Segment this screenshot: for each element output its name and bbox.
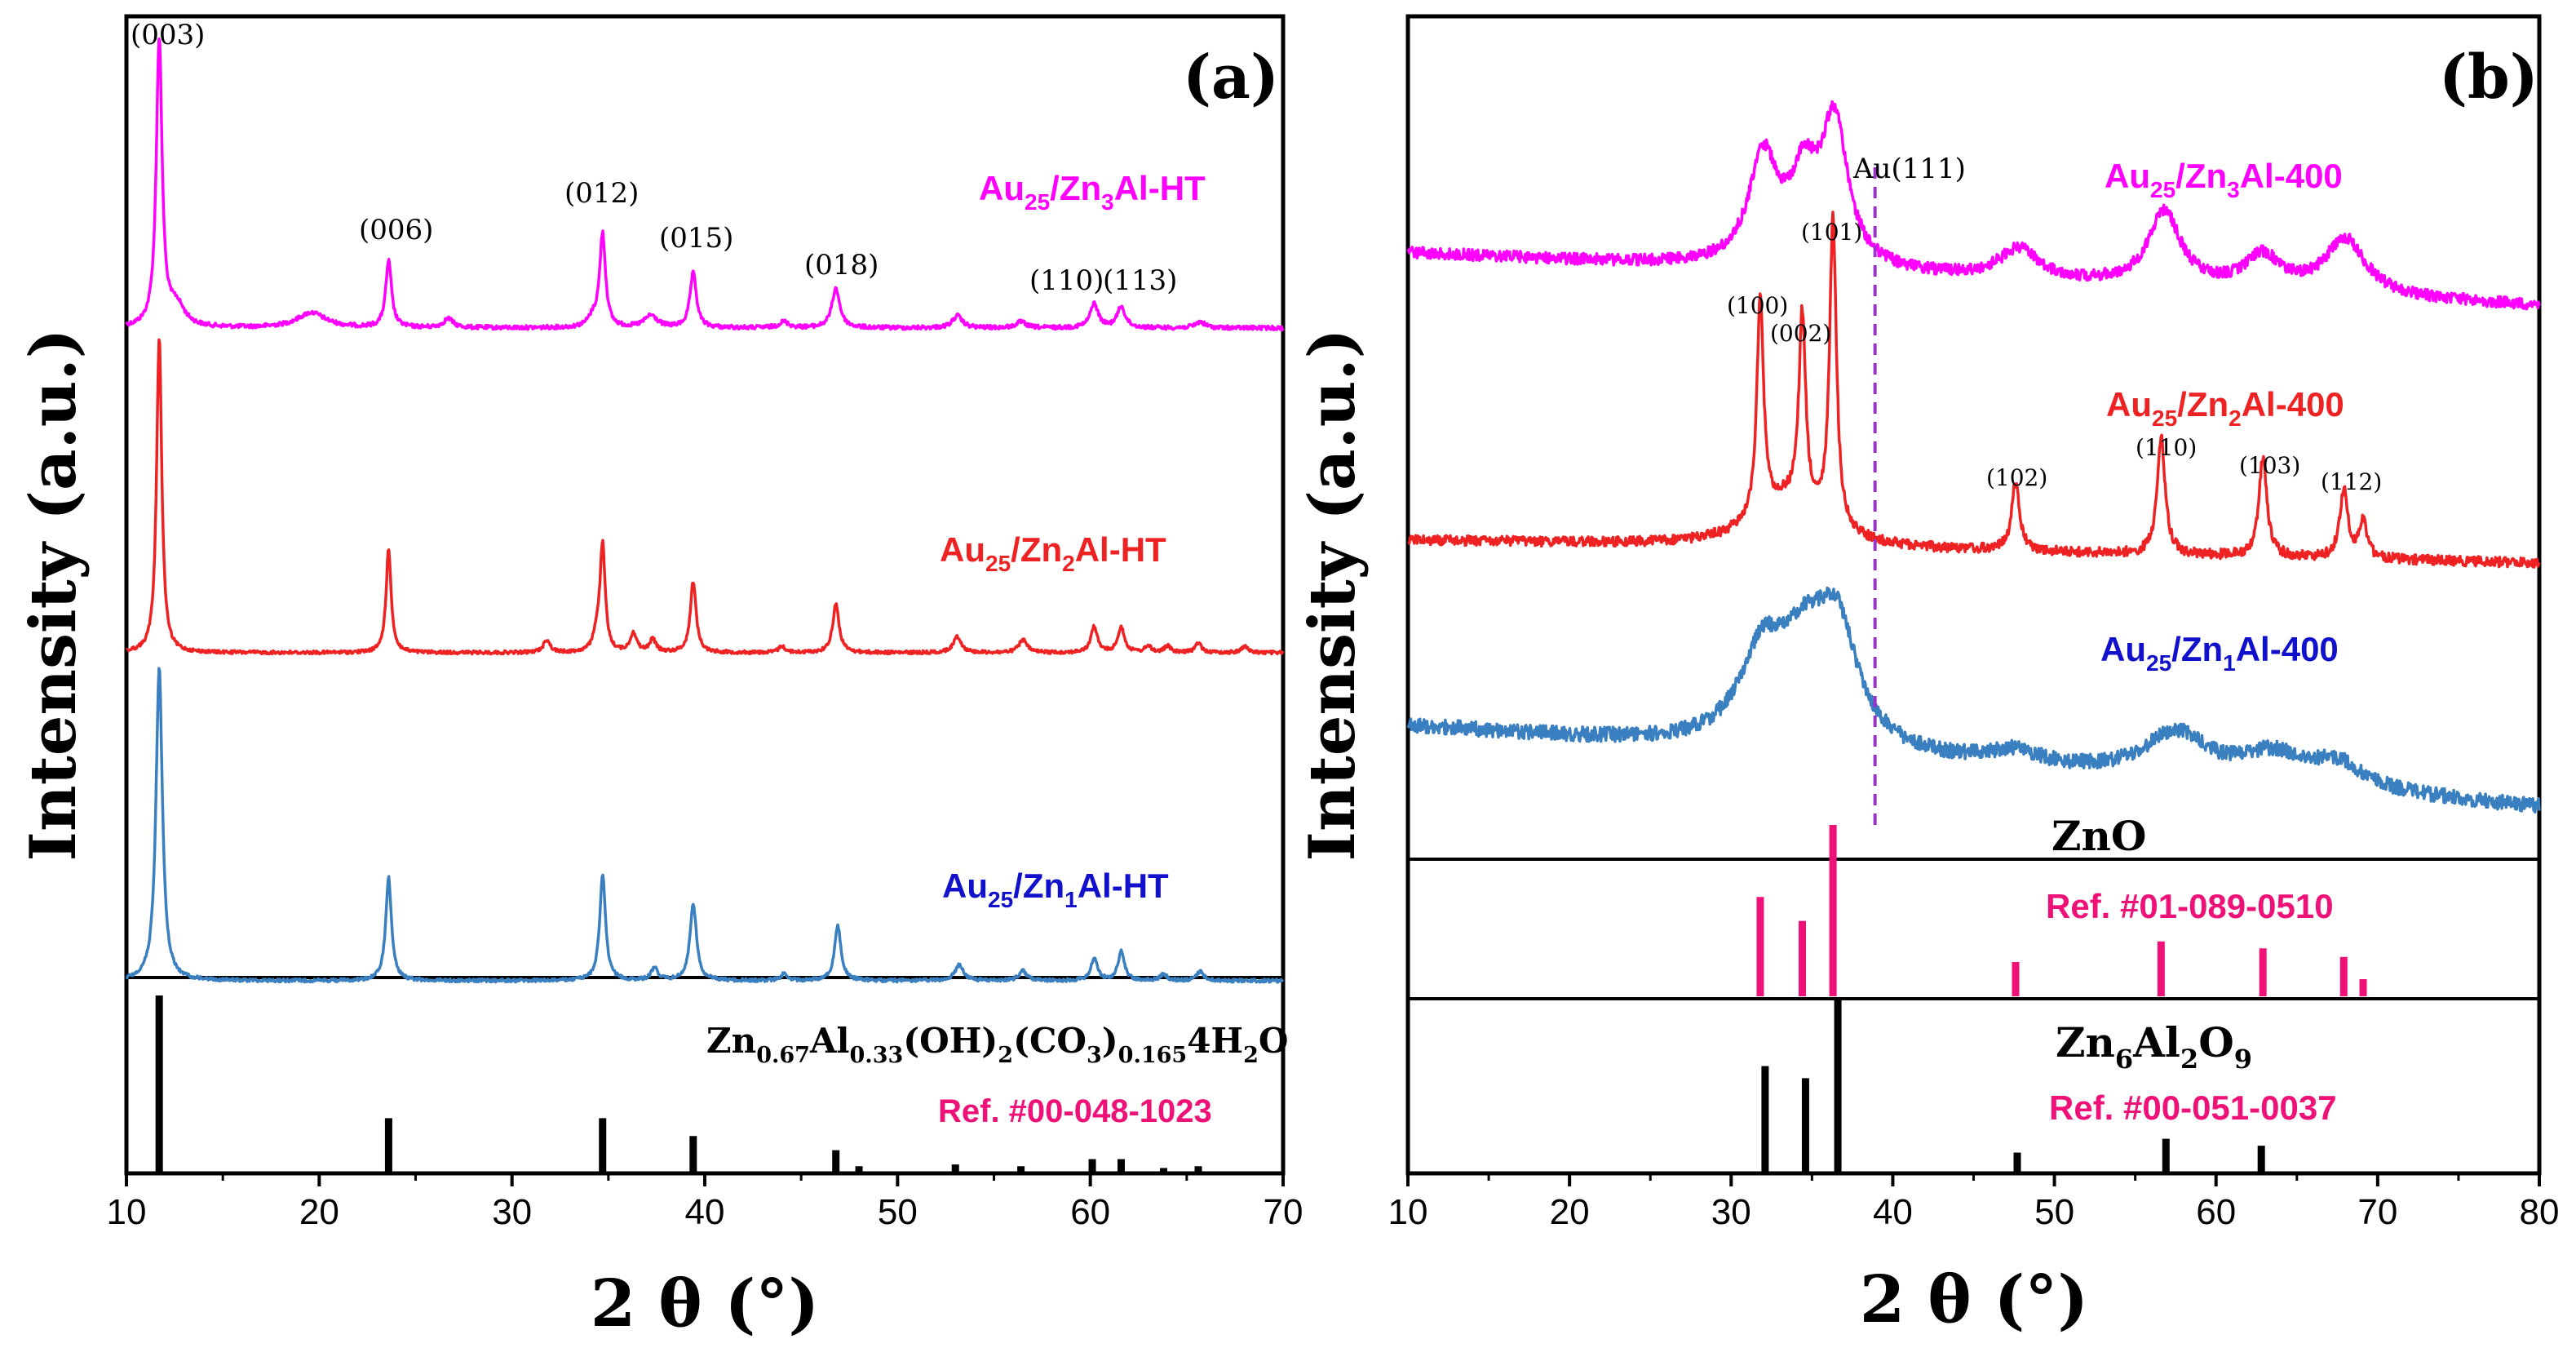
panel-a-reference-sticks: [155, 995, 1202, 1173]
x-tick-label: 20: [299, 1192, 339, 1232]
series-line-1: [1406, 100, 2541, 311]
x-tick-label: 60: [1070, 1192, 1110, 1232]
panel-a-x-axis-title: 2 θ (°): [591, 1265, 819, 1341]
a-hkl-003: (003): [131, 19, 205, 51]
a-hkl-012: (012): [564, 177, 639, 210]
x-tick-label: 70: [1264, 1192, 1303, 1232]
series-line-2: [125, 338, 1285, 656]
x-tick-label: 70: [2357, 1192, 2397, 1232]
x-tick-label: 20: [1550, 1192, 1590, 1232]
zno-reference-number: Ref. #01-089-0510: [2046, 887, 2334, 925]
x-tick-label: 10: [107, 1192, 147, 1232]
x-tick-label: 60: [2196, 1192, 2236, 1232]
panel-a: 10 20 30 40 50 60 70 (a) Au25/Zn3Al-HT Au25/Zn…: [16, 14, 1303, 1341]
a-series-label-zn2: Au25/Zn2Al-HT: [940, 530, 1166, 576]
a-hkl-006: (006): [359, 214, 433, 246]
panel-b-reference-sticks: [1756, 825, 2367, 1173]
b-hkl-100: (100): [1727, 292, 1788, 319]
b-series-label-zn1: Au25/Zn1Al-400: [2100, 630, 2339, 676]
a-hkl-113: (113): [1103, 264, 1177, 297]
x-tick-label: 30: [1711, 1192, 1751, 1232]
b-series-label-zn2: Au25/Zn2Al-400: [2106, 385, 2344, 431]
x-tick-label: 50: [2034, 1192, 2074, 1232]
x-tick-label: 50: [878, 1192, 918, 1232]
panel-b: 10 20 30 40 50 60 70 80 Au(111) (b) Au25/Zn3Al-…: [1295, 14, 2560, 1337]
b-series-label-zn3: Au25/Zn3Al-400: [2105, 157, 2343, 202]
b-hkl-112: (112): [2321, 468, 2382, 495]
znal-reference-number: Ref. #00-051-0037: [2049, 1088, 2337, 1127]
x-tick-label: 80: [2520, 1192, 2560, 1232]
b-hkl-002: (002): [1770, 320, 1831, 347]
panel-a-x-ticks: 10 20 30 40 50 60 70: [107, 1173, 1303, 1232]
b-hkl-101: (101): [1801, 219, 1862, 246]
au111-label: Au(111): [1852, 153, 1966, 185]
b-hkl-110: (110): [2136, 434, 2197, 461]
a-reference-formula: Zn0.67Al0.33(OH)2(CO3)0.1654H2O: [706, 1021, 1289, 1068]
panel-b-label: (b): [2439, 42, 2538, 113]
znal-reference-name: Zn6Al2O9: [2056, 1018, 2252, 1075]
x-tick-label: 40: [1873, 1192, 1913, 1232]
x-tick-label: 30: [492, 1192, 532, 1232]
panel-b-x-axis-title: 2 θ (°): [1860, 1261, 2088, 1337]
panel-b-x-ticks: 10 20 30 40 50 60 70 80: [1388, 1173, 2560, 1232]
panel-a-label: (a): [1183, 42, 1279, 113]
series-line-1: [125, 37, 1285, 332]
series-line-3: [1406, 586, 2541, 814]
series-line-2: [1407, 211, 2541, 569]
a-hkl-018: (018): [804, 249, 879, 282]
a-series-label-zn1: Au25/Zn1Al-HT: [942, 867, 1169, 912]
panel-a-series: [125, 37, 1285, 984]
b-hkl-103: (103): [2239, 452, 2300, 479]
zno-reference-name: ZnO: [2052, 812, 2146, 860]
b-hkl-102: (102): [1986, 464, 2047, 491]
a-reference-number: Ref. #00-048-1023: [938, 1093, 1212, 1129]
a-hkl-110: (110): [1029, 264, 1104, 297]
a-series-label-zn3: Au25/Zn3Al-HT: [979, 169, 1206, 215]
a-hkl-015: (015): [659, 222, 733, 255]
x-tick-label: 40: [685, 1192, 725, 1232]
panel-a-y-axis-title: Intensity (a.u.): [16, 329, 91, 862]
x-tick-label: 10: [1388, 1192, 1428, 1232]
panel-b-series: [1406, 100, 2541, 814]
series-line-3: [125, 667, 1285, 984]
panel-b-y-axis-title: Intensity (a.u.): [1295, 329, 1370, 862]
